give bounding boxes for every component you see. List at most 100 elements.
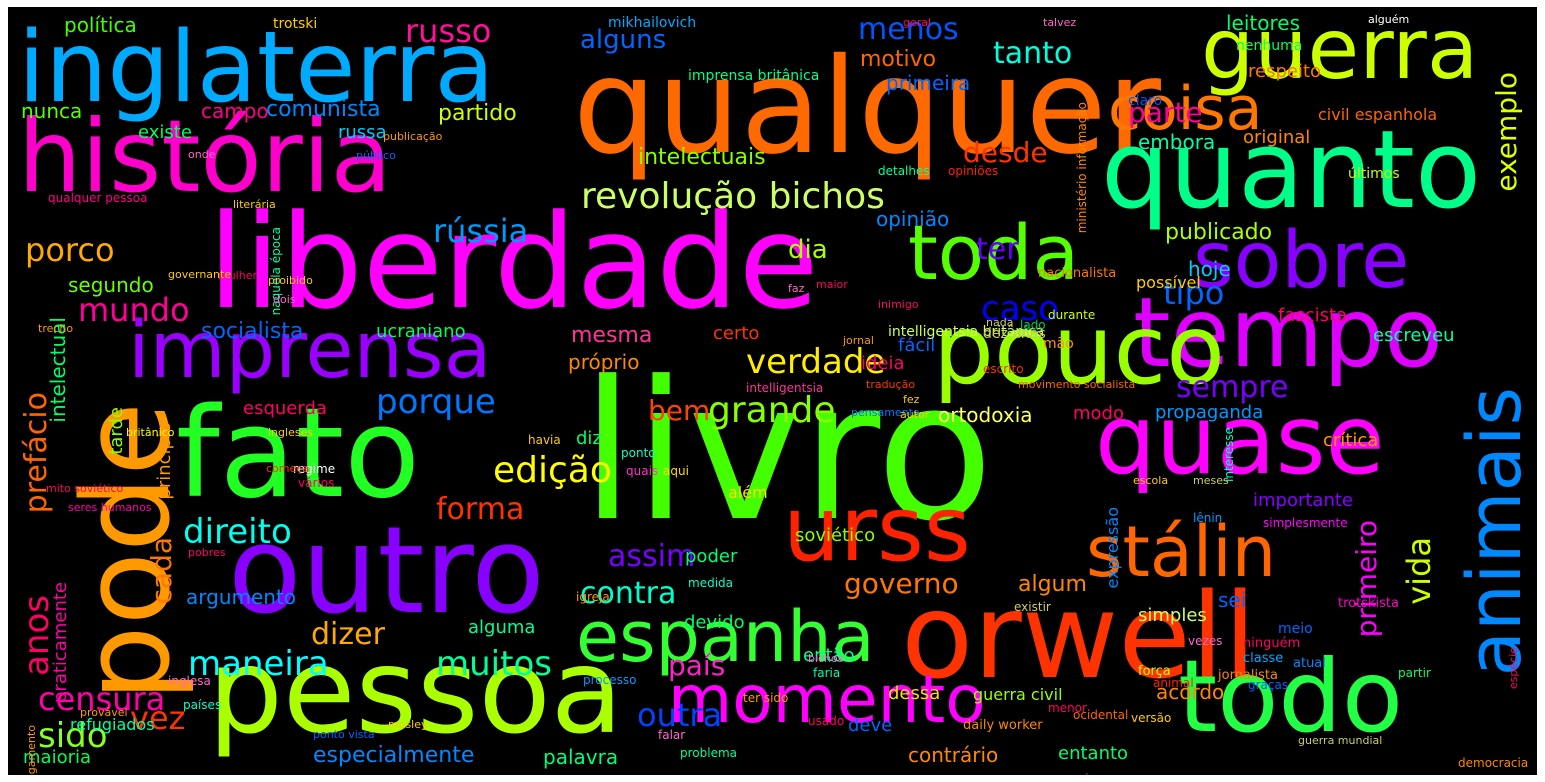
word: nada xyxy=(986,316,1014,329)
word: vezes xyxy=(1188,634,1223,648)
word: política xyxy=(64,13,137,37)
word: poder xyxy=(685,546,738,567)
word: meses xyxy=(1193,474,1229,487)
word: publicado xyxy=(1165,220,1273,245)
word: claro xyxy=(1128,93,1163,109)
word: faz xyxy=(788,282,805,295)
word: possível xyxy=(1136,273,1201,292)
word: meio xyxy=(1278,621,1313,637)
word: nunca xyxy=(21,99,83,123)
word: inglesa xyxy=(168,674,211,688)
word: países xyxy=(183,698,222,712)
word: mesma xyxy=(571,323,653,348)
word-cloud: livro liberdade qualquer pessoa orwell o… xyxy=(8,7,1537,775)
word: onde xyxy=(188,148,216,161)
word: classe xyxy=(1243,651,1284,666)
word: fascista xyxy=(1278,305,1348,326)
word: pouco xyxy=(933,294,1226,406)
word: socialista xyxy=(201,319,304,344)
word: entanto xyxy=(1058,743,1129,764)
word: soviético xyxy=(795,525,876,546)
word: guerra mundial xyxy=(1298,734,1383,747)
word: julgamento xyxy=(25,725,38,775)
word: exemplo xyxy=(1490,72,1523,192)
word: trotskista xyxy=(1338,596,1399,611)
word: qualquer pessoa xyxy=(48,191,148,205)
word: ocidental xyxy=(1073,708,1129,722)
word: proibido xyxy=(268,274,313,287)
word: algum xyxy=(1018,572,1087,597)
word: porque xyxy=(376,382,496,422)
word: bem xyxy=(648,394,711,427)
word: tarde xyxy=(106,407,127,455)
word: governo xyxy=(844,567,959,600)
word: tanto xyxy=(993,36,1073,71)
word: crítica xyxy=(1323,430,1379,451)
word: literária xyxy=(233,198,276,211)
word: alguns xyxy=(580,25,667,55)
word: mosley xyxy=(388,718,428,731)
word: provável xyxy=(80,706,128,719)
word: urss xyxy=(783,477,971,582)
word: importante xyxy=(1253,490,1354,511)
word: russo xyxy=(405,12,492,50)
word: seres humanos xyxy=(68,501,152,514)
word: parte xyxy=(1128,96,1203,129)
word: simples xyxy=(1138,605,1207,626)
word: intelectuais xyxy=(638,145,766,170)
word: ponto vista xyxy=(313,728,375,741)
word: detalhes xyxy=(878,164,930,178)
word: graças xyxy=(1248,678,1289,692)
word: respeito xyxy=(1248,61,1322,82)
word: espécie xyxy=(1507,647,1520,690)
word: fato xyxy=(176,382,421,526)
word: trecho xyxy=(38,322,74,335)
word: especialmente xyxy=(313,743,475,768)
word: primeiro xyxy=(1350,520,1383,638)
word: quase xyxy=(1095,384,1385,496)
word: bichos xyxy=(808,652,844,665)
word: expressão xyxy=(1103,507,1122,589)
word: durante xyxy=(1048,308,1096,322)
word: tipo xyxy=(1163,274,1225,312)
word: governante xyxy=(168,268,232,281)
word: havia xyxy=(528,433,561,447)
word: existe xyxy=(138,122,192,143)
word: escola xyxy=(1133,474,1169,487)
word: quanto xyxy=(1101,108,1482,233)
word: maneira xyxy=(188,644,329,684)
word: aqui xyxy=(663,464,689,478)
word: jornalista xyxy=(1218,668,1278,683)
word: porco xyxy=(25,231,115,269)
word: publicação xyxy=(383,130,443,143)
word: dizer xyxy=(311,617,385,652)
word: regime xyxy=(293,462,336,476)
word: segundo xyxy=(68,273,154,297)
word: versão xyxy=(1131,711,1172,725)
word: opiniões xyxy=(948,164,999,178)
word: maior xyxy=(816,278,848,291)
word: democracia xyxy=(1458,756,1529,770)
word: primeira xyxy=(886,71,971,95)
word: britânico xyxy=(126,426,175,439)
word: ninguém xyxy=(1243,636,1301,651)
word: todo xyxy=(1178,638,1404,755)
word: refugiados xyxy=(70,715,155,734)
word: inglaterra xyxy=(18,11,495,125)
word: sei xyxy=(1218,588,1247,612)
word: momento xyxy=(668,661,986,738)
word: escrito xyxy=(983,362,1024,376)
word: sempre xyxy=(1176,370,1289,405)
word: imprensa xyxy=(128,306,492,396)
word: próprio xyxy=(568,350,640,374)
word: embora xyxy=(1138,130,1216,154)
word: sido xyxy=(38,716,108,756)
word: dessa xyxy=(888,683,941,704)
word: comunista xyxy=(266,97,381,122)
word: menos xyxy=(858,12,959,47)
word: acordo xyxy=(1156,680,1225,704)
word: ideia xyxy=(861,353,905,374)
word: faria xyxy=(813,666,841,680)
word: dia xyxy=(788,235,828,265)
word: quais xyxy=(626,464,659,478)
